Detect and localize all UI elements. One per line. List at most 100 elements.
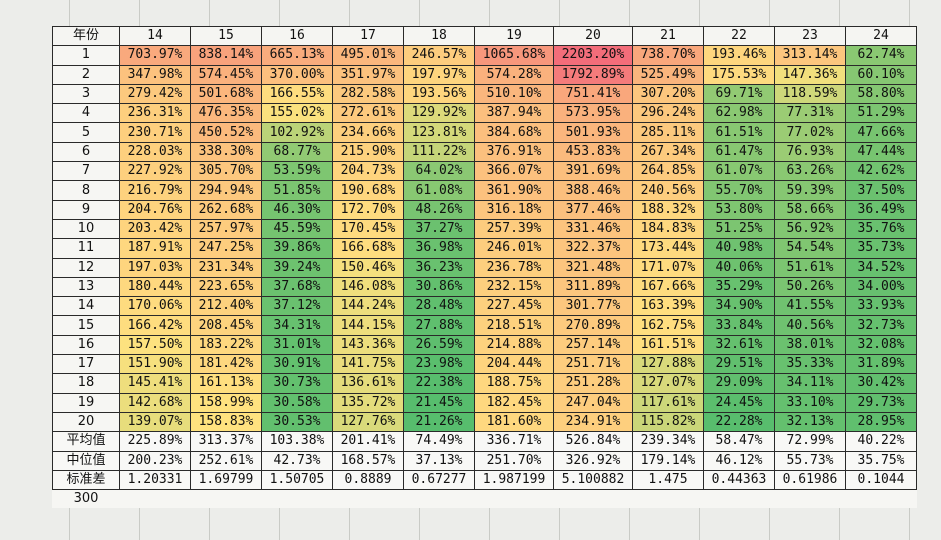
data-cell[interactable]: 197.97% bbox=[403, 64, 475, 85]
row-label[interactable]: 3 bbox=[52, 83, 120, 105]
data-cell[interactable]: 41.55% bbox=[774, 296, 846, 317]
data-cell[interactable]: 573.95% bbox=[553, 103, 633, 124]
data-cell[interactable]: 42.62% bbox=[845, 161, 917, 182]
data-cell[interactable]: 294.94% bbox=[190, 180, 262, 201]
data-cell[interactable]: 216.79% bbox=[119, 180, 191, 201]
data-cell[interactable]: 24.45% bbox=[703, 392, 775, 413]
row-label[interactable]: 8 bbox=[52, 180, 120, 201]
data-cell[interactable]: 501.68% bbox=[190, 83, 262, 105]
data-cell[interactable]: 272.61% bbox=[332, 103, 404, 124]
data-cell[interactable]: 197.03% bbox=[119, 257, 191, 278]
data-cell[interactable]: 204.44% bbox=[474, 354, 554, 375]
data-cell[interactable]: 161.51% bbox=[632, 334, 704, 356]
row-label[interactable]: 6 bbox=[52, 141, 120, 163]
data-cell[interactable]: 21.45% bbox=[403, 392, 475, 413]
stat-cell[interactable]: 225.89% bbox=[119, 431, 191, 452]
data-cell[interactable]: 28.95% bbox=[845, 411, 917, 433]
data-cell[interactable]: 510.10% bbox=[474, 83, 554, 105]
data-cell[interactable]: 180.44% bbox=[119, 276, 191, 298]
data-cell[interactable]: 188.75% bbox=[474, 373, 554, 394]
data-cell[interactable]: 166.42% bbox=[119, 315, 191, 336]
row-label[interactable]: 11 bbox=[52, 238, 120, 259]
year-header[interactable]: 17 bbox=[332, 25, 404, 47]
header-label[interactable]: 年份 bbox=[52, 25, 120, 47]
data-cell[interactable]: 388.46% bbox=[553, 180, 633, 201]
stat-cell[interactable]: 40.22% bbox=[845, 431, 917, 452]
data-cell[interactable]: 28.48% bbox=[403, 296, 475, 317]
stat-cell[interactable]: 313.37% bbox=[190, 431, 262, 452]
stat-cell[interactable]: 46.12% bbox=[703, 450, 775, 471]
row-label[interactable]: 1 bbox=[52, 45, 120, 66]
data-cell[interactable]: 30.42% bbox=[845, 373, 917, 394]
data-cell[interactable]: 262.68% bbox=[190, 199, 262, 220]
data-cell[interactable]: 32.61% bbox=[703, 334, 775, 356]
data-cell[interactable]: 2203.20% bbox=[553, 45, 633, 66]
data-cell[interactable]: 51.85% bbox=[261, 180, 333, 201]
data-cell[interactable]: 236.31% bbox=[119, 103, 191, 124]
data-cell[interactable]: 246.57% bbox=[403, 45, 475, 66]
data-cell[interactable]: 183.22% bbox=[190, 334, 262, 356]
data-cell[interactable]: 305.70% bbox=[190, 161, 262, 182]
data-cell[interactable]: 257.39% bbox=[474, 218, 554, 240]
row-label[interactable]: 7 bbox=[52, 161, 120, 182]
data-cell[interactable]: 143.36% bbox=[332, 334, 404, 356]
data-cell[interactable]: 37.27% bbox=[403, 218, 475, 240]
data-cell[interactable]: 51.29% bbox=[845, 103, 917, 124]
data-cell[interactable]: 46.30% bbox=[261, 199, 333, 220]
data-cell[interactable]: 34.11% bbox=[774, 373, 846, 394]
data-cell[interactable]: 155.02% bbox=[261, 103, 333, 124]
data-cell[interactable]: 525.49% bbox=[632, 64, 704, 85]
data-cell[interactable]: 234.66% bbox=[332, 122, 404, 143]
data-cell[interactable]: 208.45% bbox=[190, 315, 262, 336]
data-cell[interactable]: 246.01% bbox=[474, 238, 554, 259]
data-cell[interactable]: 215.90% bbox=[332, 141, 404, 163]
data-cell[interactable]: 267.34% bbox=[632, 141, 704, 163]
data-cell[interactable]: 127.88% bbox=[632, 354, 704, 375]
footer-label[interactable]: 300 bbox=[73, 491, 99, 507]
data-cell[interactable]: 139.07% bbox=[119, 411, 191, 433]
stat-cell[interactable]: 37.13% bbox=[403, 450, 475, 471]
row-label[interactable]: 2 bbox=[52, 64, 120, 85]
data-cell[interactable]: 322.37% bbox=[553, 238, 633, 259]
data-cell[interactable]: 27.88% bbox=[403, 315, 475, 336]
data-cell[interactable]: 33.84% bbox=[703, 315, 775, 336]
data-cell[interactable]: 204.73% bbox=[332, 161, 404, 182]
data-cell[interactable]: 313.14% bbox=[774, 45, 846, 66]
stat-cell[interactable]: 35.75% bbox=[845, 450, 917, 471]
data-cell[interactable]: 123.81% bbox=[403, 122, 475, 143]
stat-cell[interactable]: 239.34% bbox=[632, 431, 704, 452]
data-cell[interactable]: 204.76% bbox=[119, 199, 191, 220]
data-cell[interactable]: 55.70% bbox=[703, 180, 775, 201]
row-label[interactable]: 14 bbox=[52, 296, 120, 317]
data-cell[interactable]: 33.10% bbox=[774, 392, 846, 413]
data-cell[interactable]: 203.42% bbox=[119, 218, 191, 240]
data-cell[interactable]: 574.45% bbox=[190, 64, 262, 85]
data-cell[interactable]: 36.23% bbox=[403, 257, 475, 278]
data-cell[interactable]: 26.59% bbox=[403, 334, 475, 356]
data-cell[interactable]: 166.68% bbox=[332, 238, 404, 259]
data-cell[interactable]: 127.07% bbox=[632, 373, 704, 394]
data-cell[interactable]: 170.45% bbox=[332, 218, 404, 240]
stat-cell[interactable]: 103.38% bbox=[261, 431, 333, 452]
data-cell[interactable]: 64.02% bbox=[403, 161, 475, 182]
data-cell[interactable]: 37.50% bbox=[845, 180, 917, 201]
data-cell[interactable]: 227.92% bbox=[119, 161, 191, 182]
stat-cell[interactable]: 42.73% bbox=[261, 450, 333, 471]
data-cell[interactable]: 264.85% bbox=[632, 161, 704, 182]
data-cell[interactable]: 102.92% bbox=[261, 122, 333, 143]
data-cell[interactable]: 501.93% bbox=[553, 122, 633, 143]
data-cell[interactable]: 384.68% bbox=[474, 122, 554, 143]
data-cell[interactable]: 32.08% bbox=[845, 334, 917, 356]
data-cell[interactable]: 62.98% bbox=[703, 103, 775, 124]
stat-cell[interactable]: 1.20331 bbox=[119, 469, 191, 491]
data-cell[interactable]: 214.88% bbox=[474, 334, 554, 356]
data-cell[interactable]: 142.68% bbox=[119, 392, 191, 413]
data-cell[interactable]: 296.24% bbox=[632, 103, 704, 124]
data-cell[interactable]: 77.02% bbox=[774, 122, 846, 143]
row-label[interactable]: 9 bbox=[52, 199, 120, 220]
data-cell[interactable]: 361.90% bbox=[474, 180, 554, 201]
stat-cell[interactable]: 58.47% bbox=[703, 431, 775, 452]
data-cell[interactable]: 321.48% bbox=[553, 257, 633, 278]
year-header[interactable]: 15 bbox=[190, 25, 262, 47]
stat-cell[interactable]: 0.44363 bbox=[703, 469, 775, 491]
